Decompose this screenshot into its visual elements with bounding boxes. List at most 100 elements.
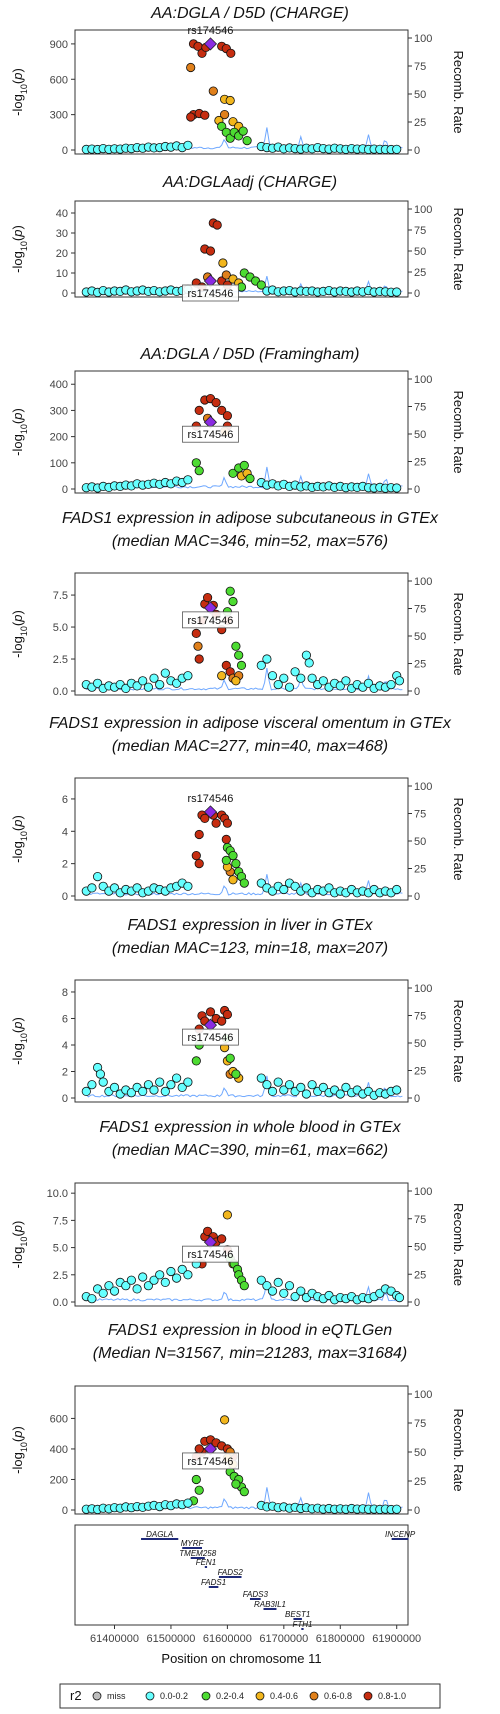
- panel-title: FADS1 expression in blood in eQTLGen: [108, 1322, 392, 1339]
- snp-point: [208, 86, 218, 96]
- snp-point: [392, 884, 402, 895]
- legend-swatch: [201, 1691, 211, 1701]
- recomb-tick-label: 50: [414, 1038, 426, 1050]
- snp-point: [166, 1266, 176, 1277]
- y-tick-label: 200: [50, 432, 68, 444]
- snp-point: [177, 1264, 187, 1275]
- panel-title: FADS1 expression in adipose visceral ome…: [49, 715, 452, 732]
- series-r2-0.0-0.2: [81, 1062, 402, 1100]
- legend-swatch: [255, 1691, 265, 1701]
- x-tick-label: 61400000: [90, 1633, 139, 1645]
- snp-point: [238, 126, 248, 136]
- snp-point: [386, 679, 396, 690]
- panel-7: FADS1 expression in whole blood in GTEx (…: [10, 1119, 466, 1309]
- y-tick-label: 6: [62, 1013, 68, 1025]
- gene-label: INCENP: [385, 1530, 416, 1539]
- snp-point: [239, 1487, 249, 1497]
- snp-point: [273, 1077, 283, 1087]
- snp-point: [392, 1085, 402, 1095]
- y-axis-label-sub: 10: [19, 831, 29, 841]
- snp-point: [392, 144, 402, 154]
- recomb-axis-label: Recomb. Rate: [451, 1408, 466, 1491]
- recomb-tick-label: 0: [414, 1505, 420, 1517]
- snp-point: [93, 871, 103, 882]
- snp-point: [273, 1277, 283, 1288]
- series-r2-0.2-0.4: [222, 586, 247, 671]
- snp-point: [143, 1281, 153, 1291]
- snp-point: [304, 658, 314, 668]
- y-tick-label: 2.5: [53, 1270, 68, 1282]
- series-r2-0.0-0.2: [81, 284, 402, 297]
- y-tick-label: 600: [50, 74, 68, 86]
- lead-snp-label: rs174546: [188, 1249, 234, 1261]
- snp-point: [318, 1082, 328, 1093]
- series-r2-0.8-1.0: [191, 810, 232, 869]
- y-tick-label: 300: [50, 405, 68, 417]
- snp-point: [335, 681, 345, 691]
- y-tick-label: 30: [56, 228, 68, 240]
- snp-point: [392, 483, 402, 493]
- recomb-tick-label: 0: [414, 1297, 420, 1309]
- snp-point: [228, 875, 238, 885]
- y-axis-label-p: p: [10, 615, 25, 623]
- series-r2-0.4-0.6: [222, 862, 238, 885]
- y-axis-label-text: -log: [10, 1452, 25, 1474]
- snp-point: [231, 1479, 241, 1489]
- y-axis-label-sub: 10: [19, 626, 29, 636]
- snp-point: [267, 1286, 278, 1296]
- snp-point: [231, 858, 241, 869]
- recomb-tick-label: 75: [414, 1214, 426, 1226]
- recomb-tick-label: 0: [414, 145, 420, 157]
- snp-point: [392, 287, 402, 297]
- snp-point: [132, 1284, 142, 1294]
- recomb-tick-label: 100: [414, 983, 432, 995]
- recomb-tick-label: 25: [414, 1269, 426, 1281]
- snp-point: [236, 660, 247, 671]
- recomb-axis-label: Recomb. Rate: [451, 207, 466, 290]
- snp-point: [93, 678, 103, 688]
- snp-point: [183, 1077, 193, 1087]
- snp-point: [98, 1288, 108, 1298]
- snp-point: [256, 660, 266, 671]
- snp-point: [279, 1085, 289, 1095]
- recomb-tick-label: 50: [414, 631, 426, 643]
- snp-point: [218, 258, 228, 268]
- recomb-tick-label: 75: [414, 604, 426, 616]
- recomb-axis-label: Recomb. Rate: [451, 999, 466, 1082]
- y-tick-label: 600: [50, 1413, 68, 1425]
- panel-title: FADS1 expression in adipose subcutaneous…: [62, 510, 439, 527]
- snp-point: [191, 1474, 201, 1485]
- snp-point: [203, 1226, 213, 1236]
- y-axis-label-close: ): [10, 1426, 25, 1430]
- x-tick-label: 61600000: [203, 1633, 252, 1645]
- y-tick-label: 0: [62, 288, 68, 300]
- y-axis-label: -log10(p): [10, 610, 29, 658]
- recomb-tick-label: 25: [414, 457, 426, 469]
- snp-point: [394, 1293, 405, 1303]
- recomb-tick-label: 50: [414, 836, 426, 848]
- plot-frame: [74, 200, 409, 298]
- plot-frame: [74, 29, 409, 155]
- y-axis-label: -log10(p): [10, 1221, 29, 1269]
- lead-snp-label: rs174546: [188, 1456, 234, 1468]
- y-tick-label: 400: [50, 379, 68, 391]
- snp-point: [138, 1086, 148, 1097]
- y-tick-label: 10: [56, 268, 68, 280]
- series-r2-0.2-0.4: [221, 842, 249, 888]
- y-axis-label-tail: (: [10, 236, 25, 241]
- panel-subtitle: (median MAC=277, min=40, max=468): [112, 738, 388, 755]
- snp-point: [149, 673, 159, 683]
- snp-point: [166, 1080, 176, 1090]
- snp-point: [138, 1272, 148, 1282]
- recomb-tick-label: 50: [414, 246, 426, 258]
- series-r2-0.0-0.2: [81, 1498, 402, 1515]
- lead-snp-label-box: [182, 611, 239, 629]
- snp-point: [307, 1080, 317, 1090]
- series-r2-0.6-0.8: [186, 62, 230, 120]
- y-tick-label: 300: [50, 110, 68, 122]
- snp-point: [194, 1485, 204, 1495]
- snp-point: [87, 1080, 97, 1090]
- legend-label: 0.6-0.8: [324, 1691, 352, 1701]
- snp-point: [307, 673, 317, 683]
- y-axis-label-text: -log: [10, 1043, 25, 1065]
